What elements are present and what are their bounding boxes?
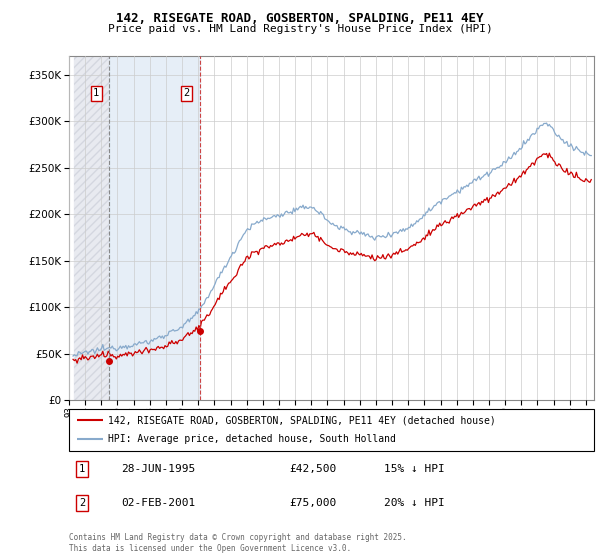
Bar xyxy=(74,56,109,400)
Text: HPI: Average price, detached house, South Holland: HPI: Average price, detached house, Sout… xyxy=(109,435,396,445)
Text: 15% ↓ HPI: 15% ↓ HPI xyxy=(384,464,445,474)
Bar xyxy=(74,56,109,400)
Text: Price paid vs. HM Land Registry's House Price Index (HPI): Price paid vs. HM Land Registry's House … xyxy=(107,24,493,34)
Text: 20% ↓ HPI: 20% ↓ HPI xyxy=(384,498,445,507)
Text: 1: 1 xyxy=(93,88,100,98)
Bar xyxy=(109,56,200,400)
Text: 142, RISEGATE ROAD, GOSBERTON, SPALDING, PE11 4EY (detached house): 142, RISEGATE ROAD, GOSBERTON, SPALDING,… xyxy=(109,415,496,425)
Text: £42,500: £42,500 xyxy=(290,464,337,474)
Text: 1: 1 xyxy=(79,464,85,474)
Text: 2: 2 xyxy=(184,88,190,98)
Text: 142, RISEGATE ROAD, GOSBERTON, SPALDING, PE11 4EY: 142, RISEGATE ROAD, GOSBERTON, SPALDING,… xyxy=(116,12,484,25)
Text: 02-FEB-2001: 02-FEB-2001 xyxy=(121,498,196,507)
Text: 28-JUN-1995: 28-JUN-1995 xyxy=(121,464,196,474)
Text: Contains HM Land Registry data © Crown copyright and database right 2025.
This d: Contains HM Land Registry data © Crown c… xyxy=(69,533,407,553)
Text: £75,000: £75,000 xyxy=(290,498,337,507)
Text: 2: 2 xyxy=(79,498,85,507)
